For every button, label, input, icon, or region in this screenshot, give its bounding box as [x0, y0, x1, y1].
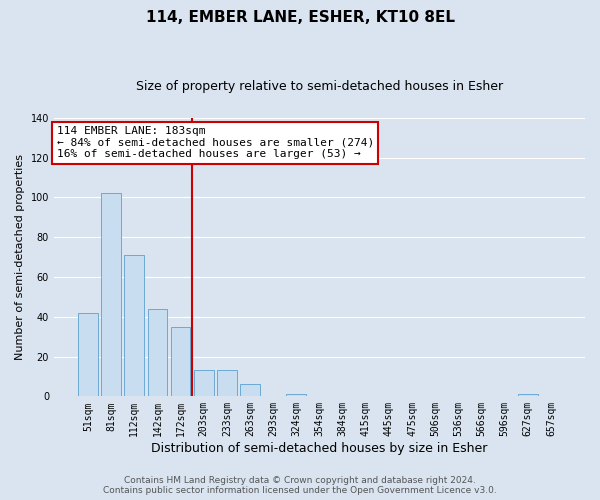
Text: Contains HM Land Registry data © Crown copyright and database right 2024.
Contai: Contains HM Land Registry data © Crown c…	[103, 476, 497, 495]
Text: 114 EMBER LANE: 183sqm
← 84% of semi-detached houses are smaller (274)
16% of se: 114 EMBER LANE: 183sqm ← 84% of semi-det…	[56, 126, 374, 160]
Bar	[518, 394, 538, 396]
Y-axis label: Number of semi-detached properties: Number of semi-detached properties	[15, 154, 25, 360]
Bar	[217, 370, 236, 396]
Bar	[148, 309, 167, 396]
Bar	[78, 313, 98, 396]
X-axis label: Distribution of semi-detached houses by size in Esher: Distribution of semi-detached houses by …	[151, 442, 488, 455]
Bar	[240, 384, 260, 396]
Bar	[124, 255, 144, 396]
Title: Size of property relative to semi-detached houses in Esher: Size of property relative to semi-detach…	[136, 80, 503, 93]
Text: 114, EMBER LANE, ESHER, KT10 8EL: 114, EMBER LANE, ESHER, KT10 8EL	[146, 10, 455, 25]
Bar	[101, 194, 121, 396]
Bar	[194, 370, 214, 396]
Bar	[286, 394, 306, 396]
Bar	[170, 326, 190, 396]
